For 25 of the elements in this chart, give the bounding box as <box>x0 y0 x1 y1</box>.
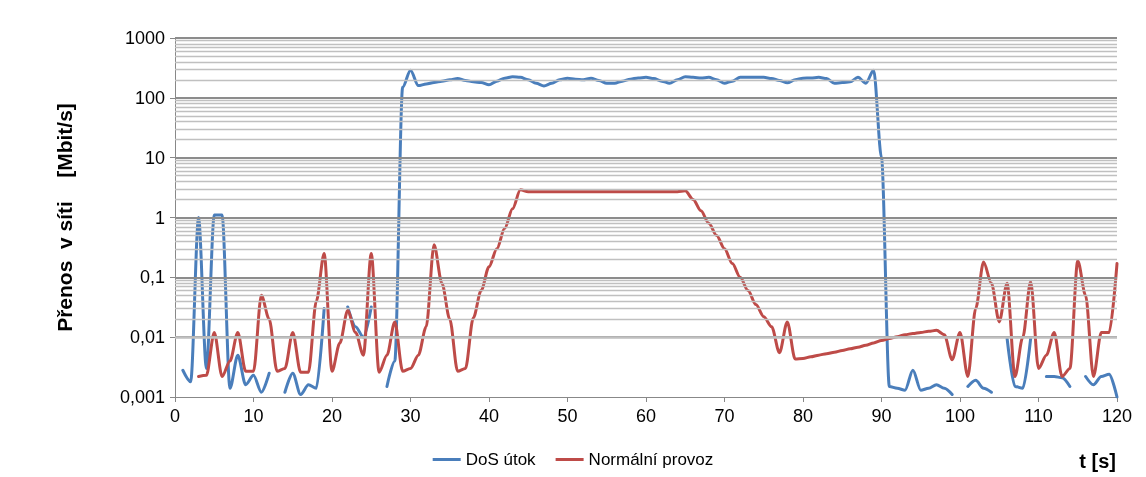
x-tick-label: 90 <box>871 406 892 426</box>
x-tick-label: 100 <box>944 406 976 426</box>
legend-label: Normální provoz <box>588 450 714 469</box>
y-tick-label: 1000 <box>124 28 165 48</box>
x-axis-title: t [s] <box>1079 450 1117 472</box>
x-tick-label: 40 <box>478 406 500 426</box>
y-tick-label: 0,1 <box>139 267 165 288</box>
x-tick-label: 10 <box>243 406 264 426</box>
x-tick-label: 70 <box>714 406 735 426</box>
x-tick-label: 0 <box>169 406 181 426</box>
x-tick-label: 110 <box>1024 406 1053 426</box>
y-tick-label: 0,01 <box>129 327 165 348</box>
y-tick-label: 10 <box>144 147 165 168</box>
x-tick-label: 60 <box>635 406 657 426</box>
x-tick-label: 50 <box>557 406 578 426</box>
x-tick-label: 120 <box>1101 406 1133 426</box>
y-axis-title: Přenos v síti [Mbit/s] <box>53 103 76 332</box>
x-tick-label: 30 <box>400 406 421 426</box>
y-tick-label: 0,001 <box>119 387 165 407</box>
x-tick-label: 80 <box>792 406 814 426</box>
x-tick-label: 20 <box>321 406 343 426</box>
y-tick-label: 100 <box>134 87 165 108</box>
line-series <box>197 188 1119 379</box>
y-tick-label: 1 <box>154 207 165 228</box>
legend-label: DoS útok <box>465 450 537 469</box>
